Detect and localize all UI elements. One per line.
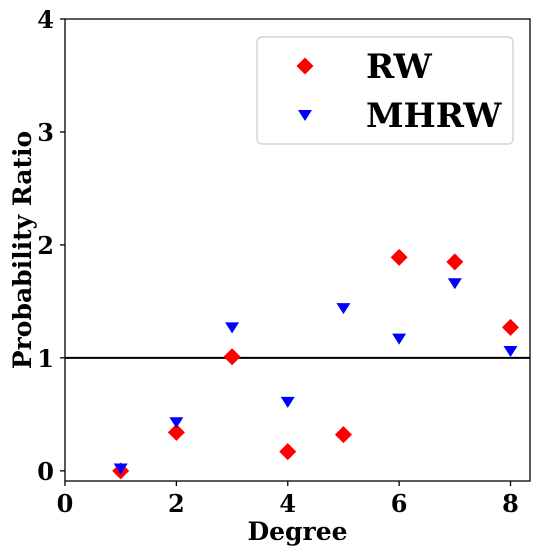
mhrw-point: [447, 278, 462, 290]
x-tick-label: 4: [279, 489, 296, 518]
mhrw-point: [336, 303, 351, 315]
mhrw-point: [169, 417, 184, 429]
mhrw-point: [280, 396, 295, 408]
rw-point: [446, 253, 464, 271]
legend-mhrw-marker: [298, 109, 312, 121]
legend-label-mhrw: MHRW: [366, 96, 502, 136]
y-tick-label: 0: [37, 457, 54, 486]
rw-point: [279, 443, 297, 461]
rw-point: [502, 318, 520, 336]
y-tick-label: 1: [37, 344, 54, 373]
legend-box: [256, 36, 514, 145]
y-tick-label: 3: [37, 118, 54, 147]
y-axis-label: Probability Ratio: [8, 131, 37, 369]
plot-frame: [64, 18, 531, 482]
rw-point: [390, 248, 408, 266]
x-tick-label: 0: [57, 489, 74, 518]
rw-point: [334, 426, 352, 444]
mhrw-point: [392, 333, 407, 345]
y-tick-label: 2: [37, 231, 54, 260]
rw-point: [223, 348, 241, 366]
mhrw-point: [225, 322, 240, 334]
legend-label-rw: RW: [366, 47, 433, 87]
axis-ticks: 0 2 4 6 8 0 1 2 3 4: [37, 5, 519, 518]
x-tick-label: 2: [168, 489, 185, 518]
x-axis-label: Degree: [247, 517, 347, 546]
y-tick-label: 4: [37, 5, 54, 34]
x-tick-label: 8: [502, 489, 519, 518]
rw-point: [167, 423, 185, 441]
data-marks: [112, 248, 520, 480]
x-tick-label: 6: [391, 489, 408, 518]
mhrw-point: [113, 463, 128, 475]
legend: RW MHRW: [256, 36, 514, 145]
legend-rw-marker: [296, 57, 314, 75]
mhrw-point: [503, 346, 518, 358]
